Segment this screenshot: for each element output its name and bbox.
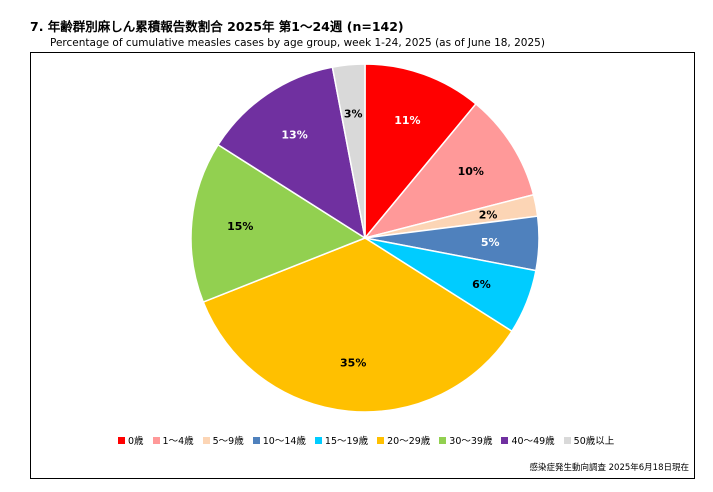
pie-slice — [331, 63, 366, 239]
legend-swatch — [118, 436, 125, 444]
slice-data-label: 2% — [479, 209, 498, 222]
legend-swatch — [152, 436, 160, 444]
legend-label: 10～14歳 — [262, 436, 306, 447]
legend-label: 20～29歳 — [387, 436, 431, 447]
legend-label: 50歳以上 — [573, 436, 615, 447]
source-note: 感染症発生動向調査 2025年6月18日現在 — [529, 463, 689, 473]
slice-data-label: 15% — [227, 220, 253, 233]
legend-swatch — [439, 436, 447, 444]
pie-slice — [202, 237, 513, 413]
pie-slice — [364, 63, 477, 241]
legend-item: 40～49歳 — [501, 433, 555, 447]
slice-data-label: 3% — [344, 107, 363, 120]
slice-data-label: 35% — [340, 357, 366, 370]
slice-data-label: 10% — [458, 165, 484, 178]
legend-item: 1～4歳 — [152, 433, 194, 447]
legend-item: 20～29歳 — [377, 433, 430, 447]
legend-label: 1～4歳 — [162, 436, 194, 447]
pie-slice — [217, 66, 367, 240]
pie-slice — [190, 143, 367, 304]
chart-title: 7. 年齢群別麻しん累積報告数割合 2025年 第1～24週 (n=142) — [30, 19, 404, 34]
legend-swatch — [202, 436, 210, 444]
legend-swatch — [314, 436, 322, 444]
legend-item: 30～39歳 — [439, 433, 492, 447]
legend-swatch — [501, 436, 509, 444]
slice-data-label: 5% — [481, 236, 500, 249]
legend-swatch — [377, 436, 385, 444]
legend-item: 10～14歳 — [252, 433, 306, 447]
slice-data-label: 11% — [394, 114, 420, 127]
legend-item: 5～9歳 — [202, 433, 244, 447]
legend-label: 30～39歳 — [449, 436, 493, 447]
legend-label: 0歳 — [128, 436, 144, 447]
legend-label: 15～19歳 — [324, 436, 369, 447]
slice-data-label: 13% — [281, 128, 307, 141]
legend-swatch — [252, 436, 260, 444]
legend-item: 50歳以上 — [563, 433, 615, 447]
slice-data-label: 6% — [472, 278, 491, 291]
legend-label: 40～49歳 — [511, 436, 555, 447]
legend-label: 5～9歳 — [212, 436, 244, 447]
chart-legend: 0歳 1～4歳 5～9歳 10～14歳 15～19歳 20～29歳 30～39歳 40～49歳… — [118, 433, 614, 447]
pie-slice — [362, 102, 535, 240]
chart-frame — [30, 52, 695, 479]
legend-item: 0歳 — [118, 433, 144, 447]
chart-subtitle: Percentage of cumulative measles cases b… — [50, 37, 545, 49]
legend-item: 15～19歳 — [314, 433, 369, 447]
legend-swatch — [563, 436, 571, 444]
